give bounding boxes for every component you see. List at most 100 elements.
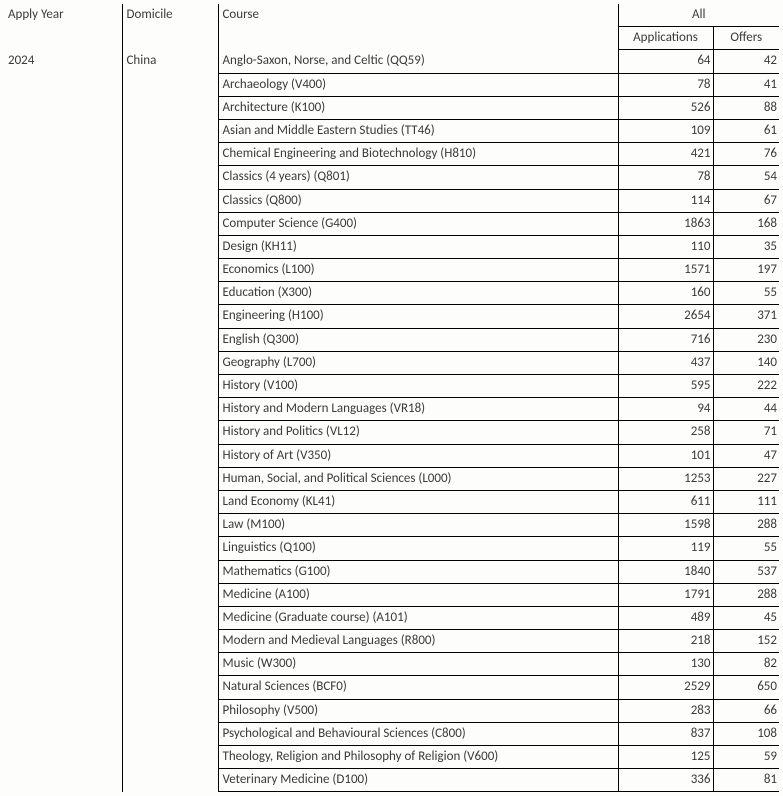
cell-applications: 437 [618, 351, 713, 374]
cell-course: Modern and Medieval Languages (R800) [218, 630, 618, 653]
cell-applications: 489 [618, 606, 713, 629]
cell-offers: 537 [713, 560, 779, 583]
cell-course: Theology, Religion and Philosophy of Rel… [218, 746, 618, 769]
cell-applications: 78 [618, 166, 713, 189]
cell-applications: 109 [618, 119, 713, 142]
cell-course: Medicine (Graduate course) (A101) [218, 606, 618, 629]
cell-applications: 64 [618, 50, 713, 73]
cell-course: Economics (L100) [218, 259, 618, 282]
cell-applications: 1863 [618, 212, 713, 235]
cell-course: Music (W300) [218, 653, 618, 676]
cell-applications: 1840 [618, 560, 713, 583]
cell-applications: 336 [618, 769, 713, 792]
cell-offers: 152 [713, 630, 779, 653]
cell-course: History of Art (V350) [218, 444, 618, 467]
cell-applications: 1598 [618, 514, 713, 537]
cell-course: Natural Sciences (BCF0) [218, 676, 618, 699]
cell-offers: 371 [713, 305, 779, 328]
cell-applications: 1791 [618, 583, 713, 606]
cell-applications: 716 [618, 328, 713, 351]
col-group-all: All [618, 4, 779, 27]
table-row: 2024ChinaAnglo-Saxon, Norse, and Celtic … [4, 50, 779, 73]
cell-course: English (Q300) [218, 328, 618, 351]
cell-applications: 595 [618, 375, 713, 398]
cell-course: Archaeology (V400) [218, 73, 618, 96]
cell-applications: 101 [618, 444, 713, 467]
cell-applications: 114 [618, 189, 713, 212]
cell-offers: 61 [713, 119, 779, 142]
cell-applications: 94 [618, 398, 713, 421]
col-applications: Applications [618, 27, 713, 50]
cell-offers: 230 [713, 328, 779, 351]
cell-course: History and Modern Languages (VR18) [218, 398, 618, 421]
cell-offers: 88 [713, 96, 779, 119]
cell-applications: 258 [618, 421, 713, 444]
cell-course: Asian and Middle Eastern Studies (TT46) [218, 119, 618, 142]
cell-offers: 66 [713, 699, 779, 722]
cell-course: Classics (Q800) [218, 189, 618, 212]
cell-offers: 41 [713, 73, 779, 96]
cell-course: Classics (4 years) (Q801) [218, 166, 618, 189]
cell-applications: 160 [618, 282, 713, 305]
cell-offers: 288 [713, 514, 779, 537]
cell-course: History (V100) [218, 375, 618, 398]
cell-offers: 288 [713, 583, 779, 606]
cell-offers: 71 [713, 421, 779, 444]
cell-offers: 35 [713, 235, 779, 258]
cell-applications: 2529 [618, 676, 713, 699]
cell-applications: 78 [618, 73, 713, 96]
cell-offers: 82 [713, 653, 779, 676]
table-header: Apply Year Domicile Course All Applicati… [4, 4, 779, 50]
cell-course: Philosophy (V500) [218, 699, 618, 722]
cell-course: Land Economy (KL41) [218, 490, 618, 513]
cell-offers: 45 [713, 606, 779, 629]
cell-offers: 222 [713, 375, 779, 398]
cell-applications: 119 [618, 537, 713, 560]
col-course: Course [218, 4, 618, 50]
cell-course: Education (X300) [218, 282, 618, 305]
cell-offers: 650 [713, 676, 779, 699]
cell-offers: 108 [713, 722, 779, 745]
cell-course: Medicine (A100) [218, 583, 618, 606]
cell-course: History and Politics (VL12) [218, 421, 618, 444]
cell-offers: 55 [713, 537, 779, 560]
cell-offers: 67 [713, 189, 779, 212]
col-offers: Offers [713, 27, 779, 50]
cell-course: Human, Social, and Political Sciences (L… [218, 467, 618, 490]
cell-applications: 110 [618, 235, 713, 258]
cell-offers: 59 [713, 746, 779, 769]
cell-course: Anglo-Saxon, Norse, and Celtic (QQ59) [218, 50, 618, 73]
cell-course: Linguistics (Q100) [218, 537, 618, 560]
cell-offers: 111 [713, 490, 779, 513]
admissions-table: Apply Year Domicile Course All Applicati… [4, 4, 779, 792]
col-apply-year: Apply Year [4, 4, 122, 50]
cell-course: Mathematics (G100) [218, 560, 618, 583]
table-body: 2024ChinaAnglo-Saxon, Norse, and Celtic … [4, 50, 779, 792]
cell-offers: 42 [713, 50, 779, 73]
cell-applications: 837 [618, 722, 713, 745]
cell-offers: 168 [713, 212, 779, 235]
cell-offers: 44 [713, 398, 779, 421]
cell-course: Psychological and Behavioural Sciences (… [218, 722, 618, 745]
cell-applications: 1253 [618, 467, 713, 490]
cell-course: Chemical Engineering and Biotechnology (… [218, 143, 618, 166]
cell-applications: 2654 [618, 305, 713, 328]
cell-course: Engineering (H100) [218, 305, 618, 328]
cell-course: Geography (L700) [218, 351, 618, 374]
cell-offers: 81 [713, 769, 779, 792]
cell-course: Veterinary Medicine (D100) [218, 769, 618, 792]
cell-offers: 140 [713, 351, 779, 374]
col-domicile: Domicile [122, 4, 218, 50]
cell-course: Law (M100) [218, 514, 618, 537]
cell-course: Design (KH11) [218, 235, 618, 258]
cell-applications: 218 [618, 630, 713, 653]
cell-offers: 55 [713, 282, 779, 305]
cell-applications: 130 [618, 653, 713, 676]
cell-applications: 283 [618, 699, 713, 722]
cell-applications: 1571 [618, 259, 713, 282]
cell-applications: 421 [618, 143, 713, 166]
cell-course: Computer Science (G400) [218, 212, 618, 235]
cell-offers: 76 [713, 143, 779, 166]
cell-offers: 197 [713, 259, 779, 282]
cell-applications: 125 [618, 746, 713, 769]
